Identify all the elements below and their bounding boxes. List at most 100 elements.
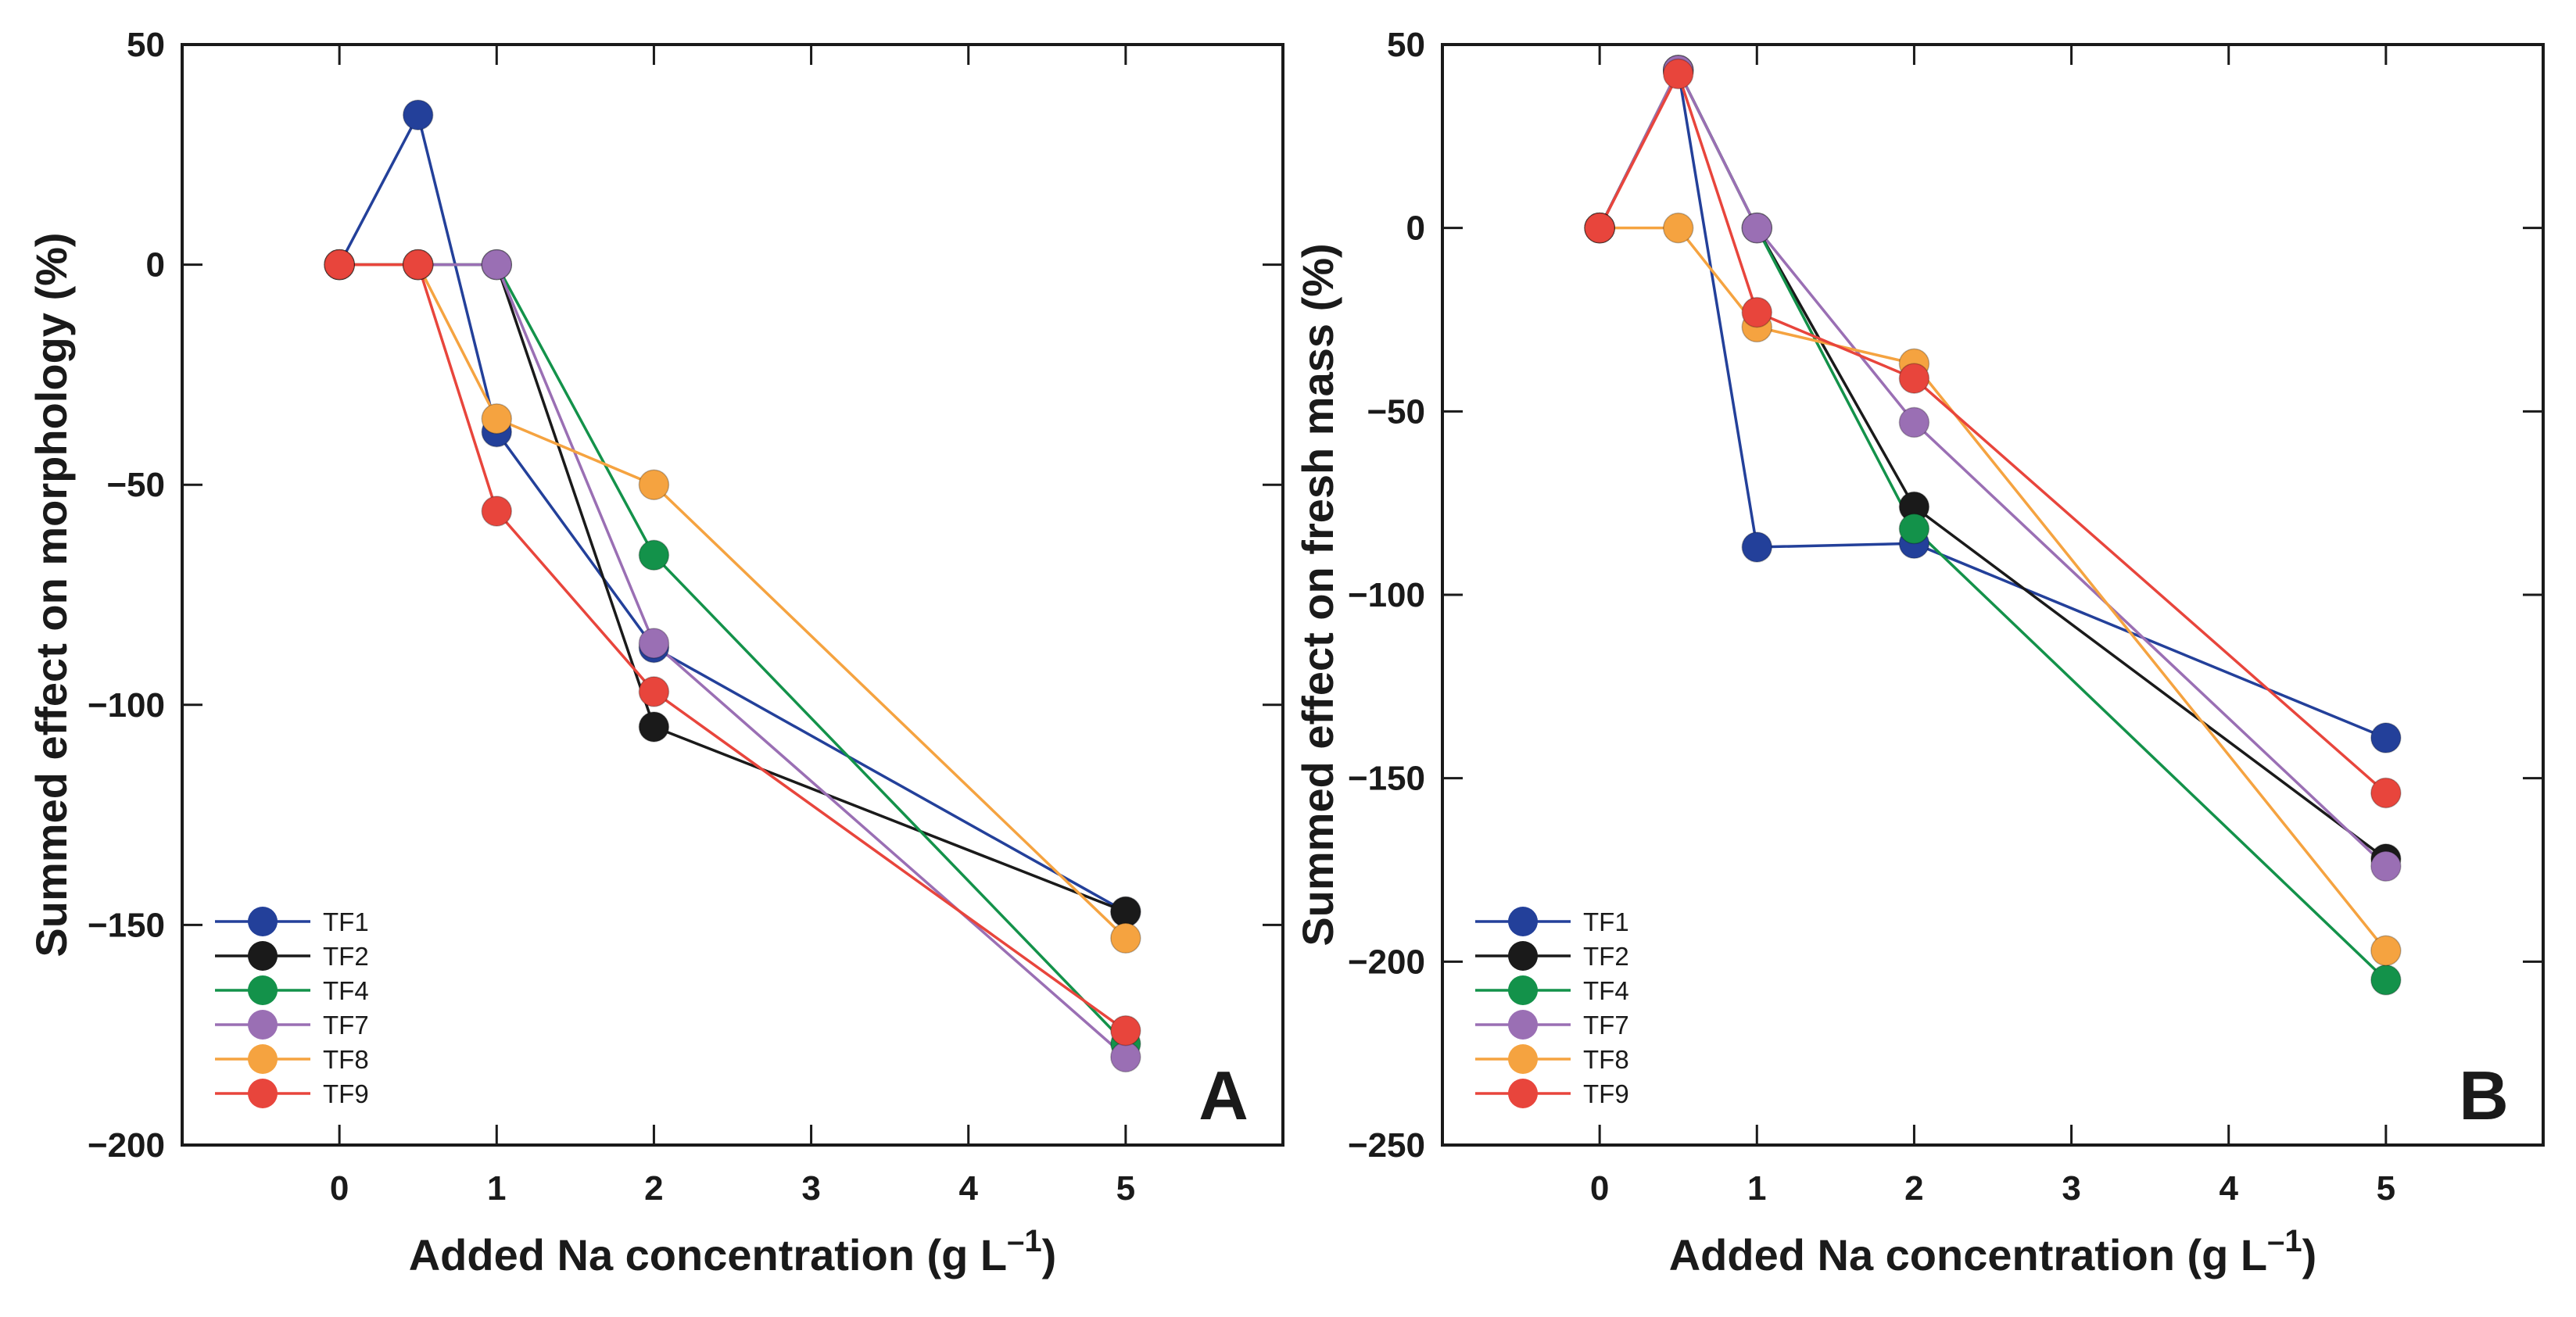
legend-marker — [1508, 975, 1538, 1005]
y-tick-label: −150 — [1348, 760, 1425, 798]
data-point-tf8 — [1110, 922, 1141, 954]
data-point-tf9 — [638, 676, 670, 707]
data-point-tf8 — [481, 403, 513, 435]
series-line-tf4 — [1598, 66, 2388, 982]
y-tick-label: −50 — [106, 466, 165, 504]
legend-marker — [248, 907, 278, 936]
data-point-tf2 — [1110, 896, 1141, 928]
data-point-tf8 — [638, 469, 670, 500]
x-axis-label-sup: –1 — [1007, 1224, 1042, 1258]
legend-label: TF8 — [1583, 1045, 1629, 1074]
x-tick-label: 5 — [1116, 1169, 1135, 1208]
data-point-tf7 — [1110, 1041, 1141, 1073]
tick-marks — [182, 43, 1283, 1147]
y-tick-labels: 50 0 −50 −100 −150 −200 — [88, 26, 165, 1165]
data-point-tf9 — [2370, 777, 2402, 809]
data-point-tf9 — [481, 496, 513, 527]
panel-letter: B — [2459, 1057, 2509, 1134]
data-point-tf9 — [1110, 1015, 1141, 1047]
legend-label: TF7 — [323, 1011, 369, 1040]
series-line-tf1 — [338, 111, 1127, 914]
series-line-tf2 — [339, 263, 1127, 914]
legend-label: TF7 — [1583, 1011, 1629, 1040]
legend-marker — [248, 1010, 278, 1040]
data-point-tf7 — [1741, 212, 1773, 244]
legend-label: TF1 — [1583, 907, 1629, 936]
y-tick-label: −250 — [1348, 1126, 1425, 1165]
y-tick-label: −200 — [1348, 943, 1425, 981]
series-line-tf8 — [1600, 226, 2388, 952]
legend-label: TF9 — [323, 1079, 369, 1108]
x-tick-label: 3 — [801, 1169, 820, 1208]
legend-marker — [1508, 907, 1538, 936]
data-point-tf9 — [1741, 296, 1773, 328]
x-tick-label: 1 — [487, 1169, 506, 1208]
y-tick-label: 0 — [146, 246, 165, 285]
legend-marker — [248, 975, 278, 1005]
y-tick-labels: 50 0 −50 −100 −150 −200 −250 — [1348, 26, 1425, 1165]
data-point-tf1 — [2370, 722, 2402, 753]
series-line-tf2 — [1598, 66, 2387, 861]
legend-label: TF8 — [323, 1045, 369, 1074]
data-point-tf7 — [1898, 406, 1930, 438]
x-axis-label-close: ) — [1042, 1230, 1057, 1279]
legend-label: TF2 — [323, 942, 369, 971]
series-line-tf9 — [1598, 70, 2388, 794]
legend-label: TF4 — [1583, 976, 1629, 1005]
series-line-tf4 — [339, 263, 1127, 1045]
x-axis-label-sup: –1 — [2267, 1224, 2302, 1258]
x-axis-label: Added Na concentration (g L–1) — [409, 1224, 1057, 1279]
x-tick-label: 2 — [644, 1169, 663, 1208]
legend: TF1 TF2 TF4 TF7 TF8 TF9 — [1475, 907, 1629, 1108]
legend-label: TF1 — [323, 907, 369, 936]
series-layer — [324, 99, 1141, 1073]
data-point-tf8 — [1662, 212, 1694, 244]
legend-marker — [1508, 941, 1538, 971]
y-tick-label: −150 — [88, 906, 165, 944]
data-point-tf7 — [481, 249, 513, 281]
x-tick-label: 1 — [1747, 1169, 1766, 1208]
x-tick-label: 2 — [1904, 1169, 1923, 1208]
legend: TF1 TF2 TF4 TF7 TF8 TF9 — [215, 907, 369, 1108]
y-tick-label: 0 — [1406, 209, 1425, 248]
y-tick-label: −200 — [88, 1126, 165, 1165]
x-tick-labels: 0 1 2 3 4 5 — [1590, 1169, 2395, 1208]
series-line-tf9 — [339, 263, 1127, 1032]
x-tick-labels: 0 1 2 3 4 5 — [330, 1169, 1135, 1208]
data-point-tf9 — [1898, 363, 1930, 394]
data-point-tf7 — [638, 628, 670, 659]
x-tick-label: 4 — [2219, 1169, 2238, 1208]
y-axis-label: Summed effect on morphology (%) — [27, 232, 76, 957]
x-axis-label-main: Added Na concentration (g L — [1669, 1230, 2267, 1279]
data-point-tf1 — [1741, 531, 1773, 563]
x-tick-label: 4 — [958, 1169, 978, 1208]
legend-label: TF2 — [1583, 942, 1629, 971]
series-layer — [1584, 55, 2402, 996]
y-tick-label: −100 — [88, 686, 165, 725]
x-axis-label-close: ) — [2302, 1230, 2317, 1279]
legend-marker — [248, 1044, 278, 1074]
legend-label: TF4 — [323, 976, 369, 1005]
y-tick-label: −100 — [1348, 576, 1425, 614]
plot-frame — [181, 43, 1284, 1147]
data-point-tf4 — [638, 539, 670, 571]
x-axis-label: Added Na concentration (g L–1) — [1669, 1224, 2317, 1279]
legend-label: TF9 — [1583, 1079, 1629, 1108]
data-point-tf4 — [2370, 964, 2402, 996]
y-tick-label: 50 — [127, 26, 165, 64]
data-point-tf7 — [2370, 850, 2402, 882]
x-tick-label: 0 — [1590, 1169, 1609, 1208]
legend-marker — [1508, 1010, 1538, 1040]
data-point-tf4 — [1898, 513, 1930, 545]
tick-marks — [1442, 43, 2543, 1147]
data-point-tf9 — [324, 249, 355, 281]
x-axis-label-main: Added Na concentration (g L — [409, 1230, 1007, 1279]
legend-marker — [248, 941, 278, 971]
data-point-tf8 — [2370, 935, 2402, 967]
x-tick-label: 5 — [2377, 1169, 2395, 1208]
x-tick-label: 0 — [330, 1169, 349, 1208]
data-point-tf9 — [1662, 58, 1694, 90]
